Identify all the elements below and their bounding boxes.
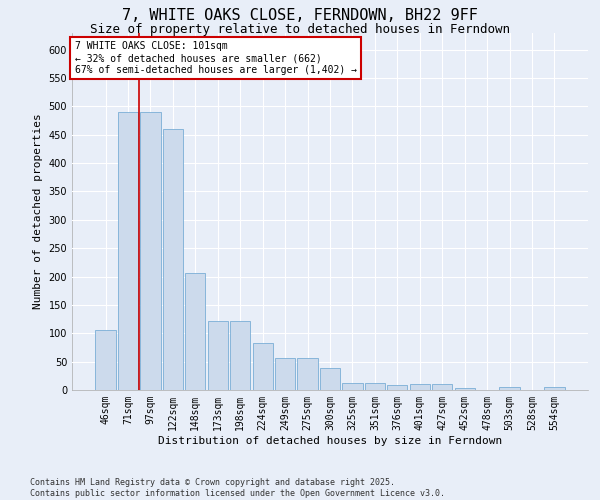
Text: Size of property relative to detached houses in Ferndown: Size of property relative to detached ho… xyxy=(90,22,510,36)
Bar xyxy=(499,387,520,390)
Text: 7, WHITE OAKS CLOSE, FERNDOWN, BH22 9FF: 7, WHITE OAKS CLOSE, FERNDOWN, BH22 9FF xyxy=(122,8,478,22)
Bar xyxy=(320,368,340,390)
Bar xyxy=(432,384,452,390)
Bar xyxy=(544,387,565,390)
Bar xyxy=(298,358,317,390)
Bar xyxy=(185,272,205,390)
Bar xyxy=(230,322,250,390)
X-axis label: Distribution of detached houses by size in Ferndown: Distribution of detached houses by size … xyxy=(158,436,502,446)
Bar xyxy=(118,112,138,390)
Bar xyxy=(410,384,430,390)
Text: 7 WHITE OAKS CLOSE: 101sqm
← 32% of detached houses are smaller (662)
67% of sem: 7 WHITE OAKS CLOSE: 101sqm ← 32% of deta… xyxy=(74,42,356,74)
Bar xyxy=(140,112,161,390)
Bar xyxy=(387,386,407,390)
Bar xyxy=(455,388,475,390)
Bar xyxy=(253,343,273,390)
Bar xyxy=(343,382,362,390)
Text: Contains HM Land Registry data © Crown copyright and database right 2025.
Contai: Contains HM Land Registry data © Crown c… xyxy=(30,478,445,498)
Bar xyxy=(208,322,228,390)
Bar xyxy=(275,358,295,390)
Y-axis label: Number of detached properties: Number of detached properties xyxy=(33,114,43,309)
Bar xyxy=(365,382,385,390)
Bar xyxy=(95,330,116,390)
Bar xyxy=(163,129,183,390)
